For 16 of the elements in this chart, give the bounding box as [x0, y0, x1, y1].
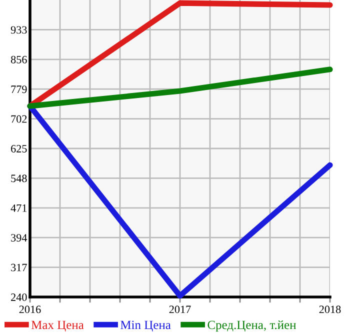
y-tick-label: 394: [11, 234, 28, 242]
y-tick-label: 548: [11, 174, 27, 182]
y-tick-label: 702: [11, 115, 27, 123]
y-tick-label: 317: [11, 264, 27, 272]
x-tick-label: 2018: [319, 306, 341, 314]
x-tick-label: 2017: [169, 306, 191, 314]
legend-label: Сред.Цена, т.йен: [208, 320, 296, 332]
y-tick-label: 856: [10, 56, 27, 64]
x-tick-label: 2016: [19, 306, 41, 314]
legend-label: Max Цена: [31, 320, 84, 332]
legend-label: Min Цена: [120, 320, 171, 332]
y-tick-label: 471: [10, 204, 27, 212]
y-tick-label: 625: [11, 144, 27, 152]
y-tick-label: 779: [11, 86, 27, 94]
y-tick-label: 240: [11, 293, 27, 301]
y-tick-label: 933: [10, 26, 27, 34]
